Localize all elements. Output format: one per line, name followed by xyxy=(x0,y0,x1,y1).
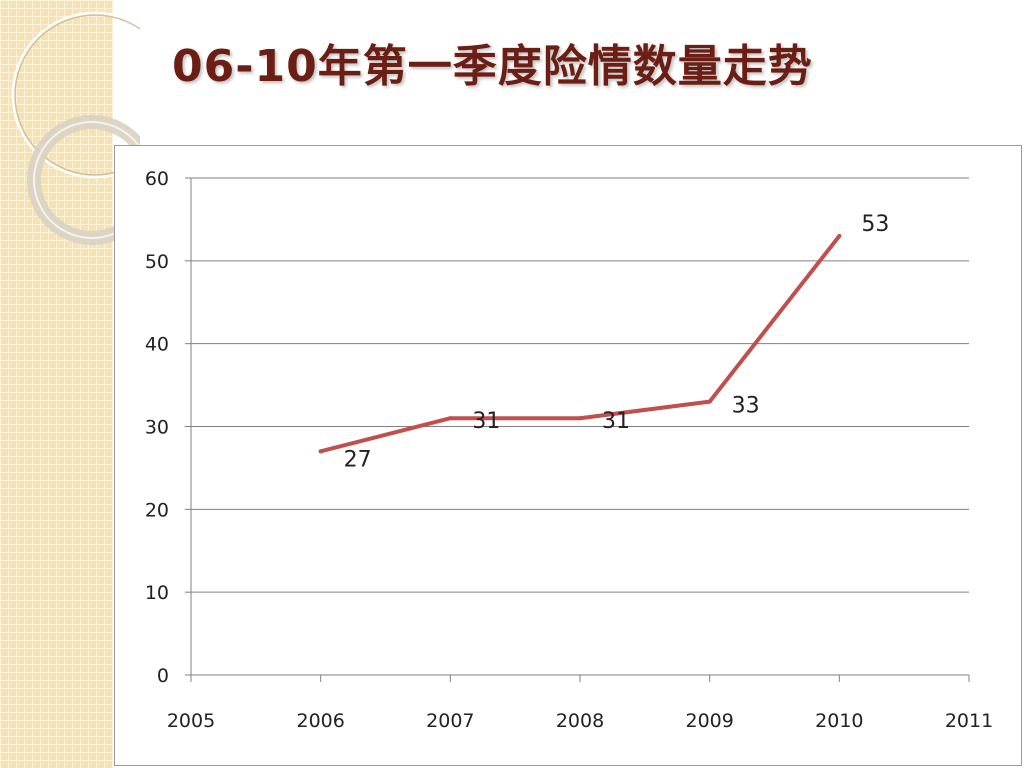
data-label: 31 xyxy=(472,409,500,434)
y-tick-label: 60 xyxy=(145,168,169,190)
x-tick-label: 2011 xyxy=(945,710,993,732)
data-point xyxy=(578,416,582,421)
line-chart: 0 10 20 30 40 50 60 2005 2006 2007 2008 2009 2010 201… xyxy=(145,168,993,732)
x-tick-label: 2007 xyxy=(426,710,474,732)
data-label: 27 xyxy=(344,447,372,472)
y-tick-label: 50 xyxy=(145,251,169,273)
y-tick-label: 0 xyxy=(157,665,169,687)
data-label: 33 xyxy=(732,394,760,419)
x-tick-label: 2005 xyxy=(167,710,215,732)
data-labels: 27 31 31 33 53 xyxy=(344,212,890,472)
chart-area: 0 10 20 30 40 50 60 2005 2006 2007 2008 2009 2010 201… xyxy=(114,145,1022,766)
y-tick-label: 30 xyxy=(145,417,169,439)
x-tick-label: 2008 xyxy=(556,710,604,732)
y-tick-label: 20 xyxy=(145,499,169,521)
data-point xyxy=(837,233,842,238)
data-label: 53 xyxy=(861,212,889,237)
y-tick-label: 40 xyxy=(145,334,169,356)
x-tick-label: 2006 xyxy=(296,710,344,732)
data-point xyxy=(318,449,323,454)
slide-title: 06-10年第一季度险情数量走势 xyxy=(172,41,813,92)
data-label: 31 xyxy=(602,409,630,434)
data-point xyxy=(707,399,712,404)
data-point xyxy=(448,416,453,421)
decorative-rings xyxy=(11,11,140,245)
series-layer xyxy=(318,233,842,454)
gridlines xyxy=(191,177,969,593)
axes: 0 10 20 30 40 50 60 2005 2006 2007 2008 2009 2010 201… xyxy=(145,168,993,732)
y-tick-label: 10 xyxy=(145,582,169,604)
x-tick-label: 2010 xyxy=(815,710,863,732)
x-tick-label: 2009 xyxy=(685,710,733,732)
